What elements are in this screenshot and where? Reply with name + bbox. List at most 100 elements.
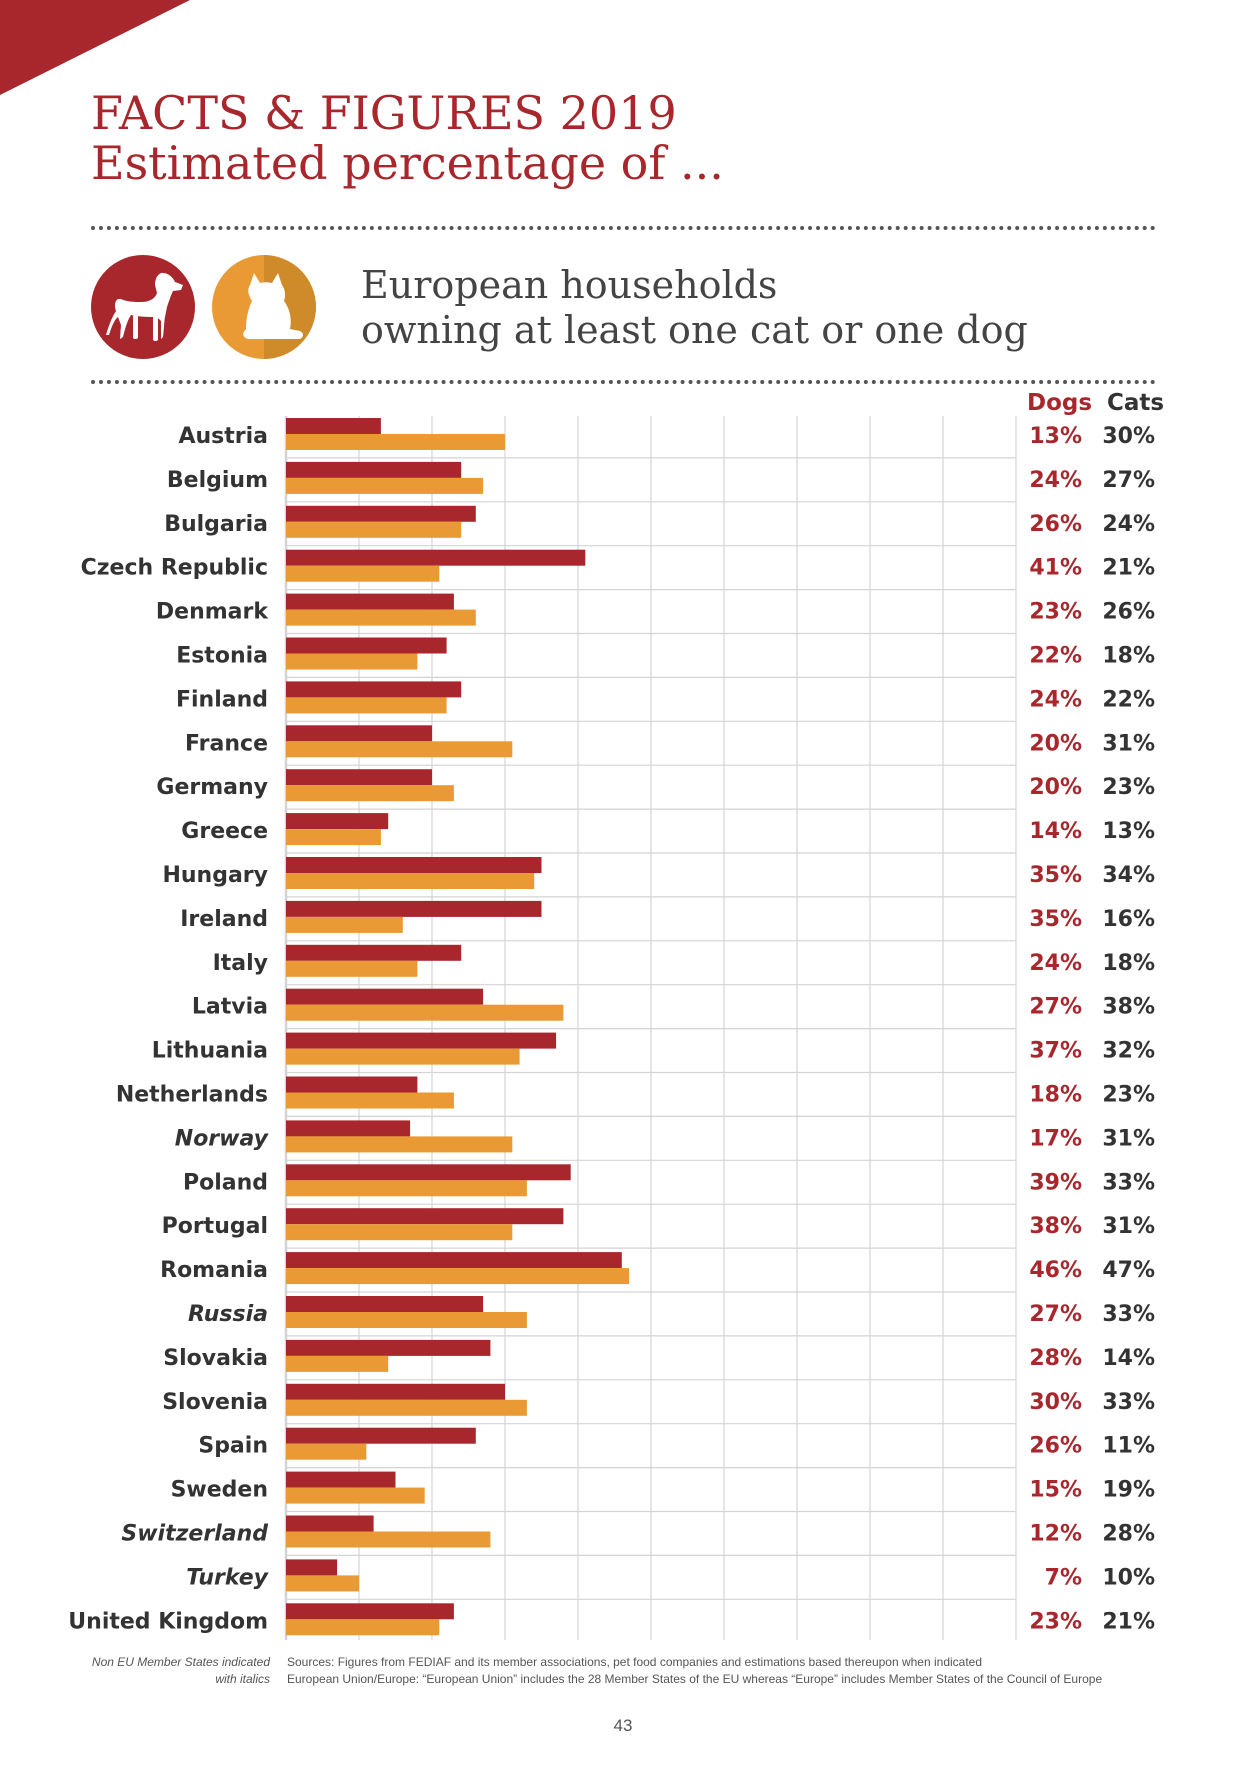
bar-cats xyxy=(286,1575,359,1592)
bar-dogs xyxy=(286,461,462,478)
value-label-dogs: 37% xyxy=(1029,1039,1082,1064)
value-label-cats: 28% xyxy=(1102,1522,1155,1547)
country-label: United Kingdom xyxy=(68,1609,268,1634)
value-label-dogs: 24% xyxy=(1029,468,1082,493)
column-header-dogs: Dogs xyxy=(1027,390,1093,416)
country-label: Norway xyxy=(175,1126,270,1151)
value-label-cats: 31% xyxy=(1102,731,1155,756)
country-label: Sweden xyxy=(171,1478,268,1503)
page-title: FACTS & FIGURES 2019 Estimated percentag… xyxy=(91,88,724,188)
bar-dogs xyxy=(286,944,462,961)
corner-decoration xyxy=(0,0,190,95)
bar-dogs xyxy=(286,1252,622,1269)
bar-dogs xyxy=(286,1339,491,1356)
bar-cats xyxy=(286,1619,440,1636)
bar-dogs xyxy=(286,1032,557,1049)
country-label: Spain xyxy=(198,1434,268,1459)
bar-cats xyxy=(286,434,505,450)
value-label-cats: 14% xyxy=(1102,1346,1155,1371)
value-label-cats: 30% xyxy=(1102,424,1155,449)
footnote-italics: Non EU Member States indicated with ital… xyxy=(60,1654,270,1688)
value-label-dogs: 7% xyxy=(1045,1565,1082,1590)
subtitle-line-2: owning at least one cat or one dog xyxy=(361,308,1028,352)
bar-dogs xyxy=(286,857,542,873)
bar-dogs xyxy=(286,418,381,434)
value-label-dogs: 22% xyxy=(1029,644,1082,669)
value-label-dogs: 12% xyxy=(1029,1522,1082,1547)
value-label-cats: 33% xyxy=(1102,1302,1155,1327)
value-label-dogs: 27% xyxy=(1029,995,1082,1020)
bar-cats xyxy=(286,1443,367,1460)
page-number: 43 xyxy=(613,1716,633,1735)
bar-dogs xyxy=(286,1208,564,1225)
column-header-cats: Cats xyxy=(1107,390,1165,416)
value-label-dogs: 28% xyxy=(1029,1346,1082,1371)
country-label: Romania xyxy=(160,1258,268,1283)
value-label-dogs: 13% xyxy=(1029,424,1082,449)
sources-line-2: European Union/Europe: “European Union” … xyxy=(287,1672,1103,1686)
bar-cats xyxy=(286,653,418,670)
value-label-cats: 22% xyxy=(1102,687,1155,712)
bar-cats xyxy=(286,1312,527,1328)
bar-cats xyxy=(286,960,418,977)
chart-subtitle: European households owning at least one … xyxy=(361,263,1028,353)
bar-dogs xyxy=(286,1164,571,1181)
bar-dogs xyxy=(286,769,432,786)
bar-dogs xyxy=(286,549,586,566)
bar-cats xyxy=(286,1136,513,1153)
value-label-dogs: 20% xyxy=(1029,731,1082,756)
country-label: Poland xyxy=(183,1170,268,1195)
value-label-cats: 11% xyxy=(1102,1434,1155,1459)
bar-cats xyxy=(286,785,454,802)
value-label-dogs: 35% xyxy=(1029,863,1082,888)
bar-cats xyxy=(286,1180,527,1197)
value-label-dogs: 26% xyxy=(1029,1434,1082,1459)
bar-cats xyxy=(286,829,381,846)
bar-dogs xyxy=(286,1515,374,1532)
bar-cats xyxy=(286,1399,527,1416)
country-label: Portugal xyxy=(162,1214,268,1239)
bar-cats xyxy=(286,609,476,626)
bar-dogs xyxy=(286,1076,418,1093)
footnote-line-2: with italics xyxy=(215,1672,270,1686)
value-label-dogs: 23% xyxy=(1029,1609,1082,1634)
value-label-dogs: 20% xyxy=(1029,775,1082,800)
value-label-dogs: 38% xyxy=(1029,1214,1082,1239)
value-label-dogs: 46% xyxy=(1029,1258,1082,1283)
value-label-dogs: 23% xyxy=(1029,600,1082,625)
value-label-cats: 38% xyxy=(1102,995,1155,1020)
value-label-cats: 13% xyxy=(1102,819,1155,844)
bar-dogs xyxy=(286,1471,396,1488)
bar-dogs xyxy=(286,1383,505,1400)
dotted-divider-top xyxy=(91,226,1156,230)
sources-line-1: Sources: Figures from FEDIAF and its mem… xyxy=(287,1655,983,1669)
country-label: Netherlands xyxy=(116,1083,268,1108)
value-label-cats: 24% xyxy=(1102,512,1155,537)
bar-cats xyxy=(286,521,462,538)
value-label-dogs: 39% xyxy=(1029,1170,1082,1195)
bar-cats xyxy=(286,565,440,582)
bar-cats xyxy=(286,1487,425,1504)
bar-dogs xyxy=(286,505,476,522)
value-label-dogs: 18% xyxy=(1029,1083,1082,1108)
bar-cats xyxy=(286,1355,389,1372)
value-label-cats: 32% xyxy=(1102,1039,1155,1064)
country-label: Czech Republic xyxy=(81,556,268,581)
bar-cats xyxy=(286,873,535,889)
value-label-cats: 33% xyxy=(1102,1390,1155,1415)
value-label-cats: 27% xyxy=(1102,468,1155,493)
bar-cats xyxy=(286,1004,564,1021)
bar-cats xyxy=(286,1531,491,1548)
country-label: Finland xyxy=(176,687,268,712)
subtitle-line-1: European households xyxy=(361,263,778,307)
value-label-cats: 33% xyxy=(1102,1170,1155,1195)
value-label-dogs: 26% xyxy=(1029,512,1082,537)
value-label-dogs: 24% xyxy=(1029,951,1082,976)
bar-dogs xyxy=(286,725,432,742)
value-label-dogs: 35% xyxy=(1029,907,1082,932)
bar-cats xyxy=(286,741,513,758)
title-line-1: FACTS & FIGURES 2019 xyxy=(91,86,677,140)
country-label: Turkey xyxy=(186,1565,269,1590)
bar-dogs xyxy=(286,1120,411,1137)
value-label-dogs: 14% xyxy=(1029,819,1082,844)
